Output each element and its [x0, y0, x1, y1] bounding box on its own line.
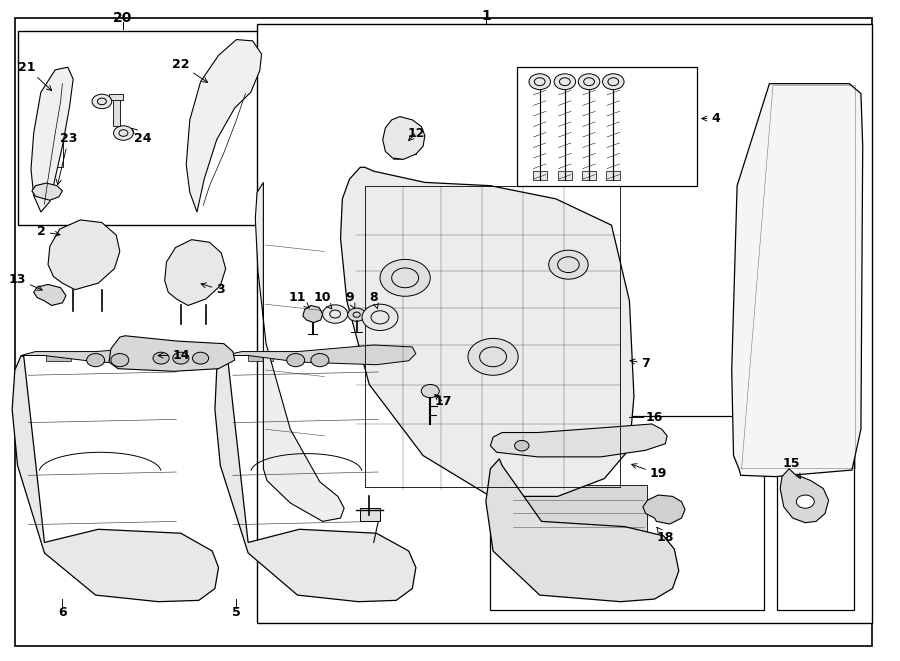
Bar [49, 129, 63, 167]
Polygon shape [33, 284, 66, 305]
Text: 24: 24 [131, 128, 152, 145]
Circle shape [153, 352, 169, 364]
Text: 20: 20 [112, 11, 132, 25]
Polygon shape [109, 336, 235, 371]
Text: 7: 7 [630, 357, 650, 370]
Bar [502, 438, 515, 452]
Text: 8: 8 [369, 291, 378, 309]
Bar [396, 131, 416, 154]
Bar [392, 151, 401, 159]
Text: 12: 12 [407, 126, 425, 141]
Polygon shape [224, 345, 416, 365]
Bar [46, 355, 71, 362]
Text: 2: 2 [38, 225, 60, 238]
Bar [558, 171, 572, 180]
Polygon shape [303, 305, 322, 323]
Circle shape [380, 259, 430, 296]
Circle shape [86, 354, 104, 367]
Circle shape [362, 304, 398, 330]
Bar [248, 355, 274, 362]
Text: 13: 13 [9, 272, 42, 290]
Circle shape [347, 308, 365, 321]
Text: 5: 5 [232, 605, 241, 619]
Circle shape [579, 74, 599, 90]
Text: 10: 10 [314, 291, 332, 309]
Text: 3: 3 [201, 283, 225, 296]
Polygon shape [340, 167, 634, 496]
Polygon shape [486, 459, 679, 602]
Circle shape [468, 338, 518, 375]
Text: 23: 23 [57, 132, 77, 184]
Circle shape [173, 352, 189, 364]
Polygon shape [780, 469, 829, 523]
Polygon shape [31, 67, 73, 212]
Circle shape [515, 440, 529, 451]
Bar [518, 67, 697, 186]
Polygon shape [21, 345, 219, 365]
Text: 14: 14 [158, 349, 190, 362]
Polygon shape [491, 424, 667, 457]
Bar [109, 94, 123, 100]
Polygon shape [643, 495, 685, 524]
Bar [606, 171, 620, 180]
Text: 15: 15 [782, 457, 800, 479]
Circle shape [92, 95, 112, 108]
Bar [778, 449, 854, 610]
Text: 1: 1 [481, 9, 491, 23]
Bar [533, 171, 547, 180]
Polygon shape [48, 220, 120, 290]
Text: 16: 16 [645, 411, 663, 424]
Circle shape [111, 354, 129, 367]
Polygon shape [360, 535, 385, 552]
Text: 9: 9 [346, 291, 355, 309]
Polygon shape [732, 84, 863, 477]
Polygon shape [382, 116, 425, 159]
Circle shape [796, 495, 814, 508]
Circle shape [322, 305, 347, 323]
Text: 21: 21 [18, 61, 51, 91]
Text: 11: 11 [289, 291, 310, 308]
Circle shape [310, 354, 328, 367]
Circle shape [549, 251, 589, 279]
Text: 18: 18 [657, 527, 674, 545]
Bar [508, 485, 647, 536]
Bar [491, 416, 764, 610]
Bar [112, 98, 120, 126]
Circle shape [529, 74, 551, 90]
Polygon shape [256, 182, 344, 522]
Circle shape [113, 126, 133, 140]
Circle shape [554, 74, 576, 90]
Text: 22: 22 [172, 58, 208, 83]
Bar [582, 171, 596, 180]
Circle shape [193, 352, 209, 364]
Circle shape [421, 385, 439, 398]
Polygon shape [215, 356, 416, 602]
Bar [360, 508, 380, 522]
Text: 17: 17 [434, 395, 452, 408]
Text: 6: 6 [58, 605, 67, 619]
Text: 19: 19 [632, 463, 667, 481]
Polygon shape [32, 183, 62, 200]
Circle shape [287, 354, 304, 367]
Polygon shape [165, 240, 226, 305]
Polygon shape [13, 356, 219, 602]
Bar [17, 31, 265, 225]
Bar [257, 24, 872, 623]
Bar [122, 353, 148, 365]
Polygon shape [186, 40, 262, 212]
Circle shape [602, 74, 624, 90]
Text: 4: 4 [702, 112, 720, 125]
